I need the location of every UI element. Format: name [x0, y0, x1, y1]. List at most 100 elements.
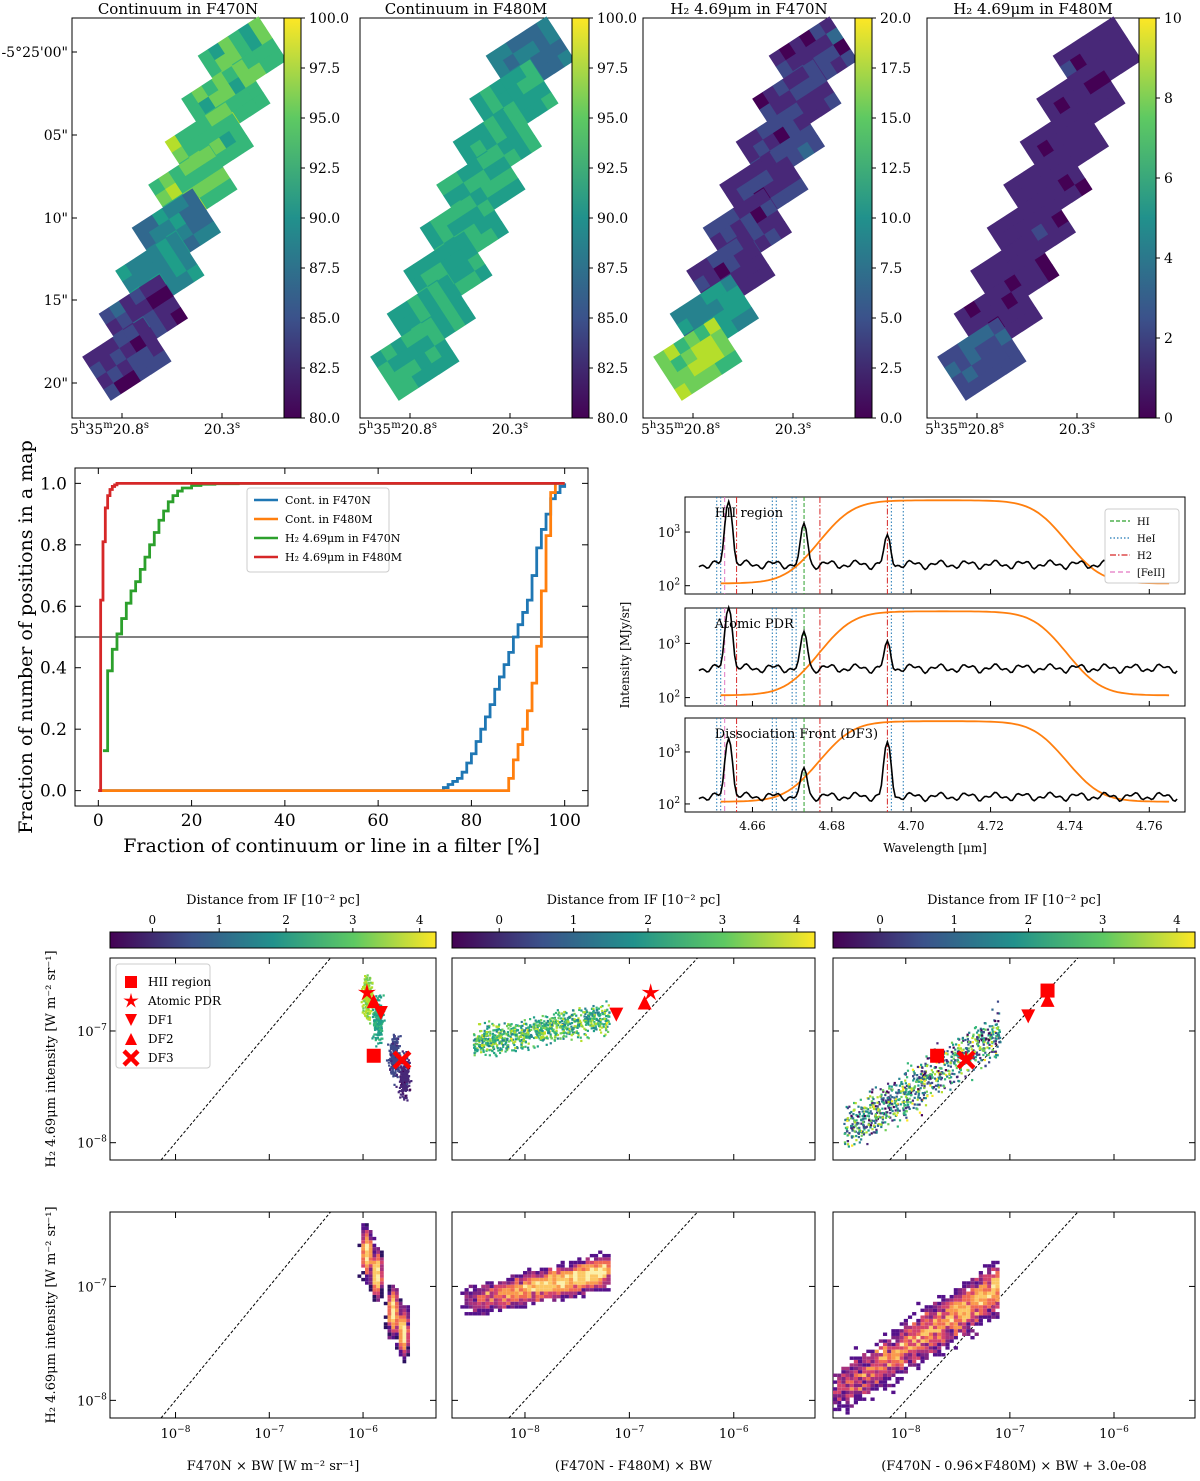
hist-cell	[891, 1366, 896, 1371]
hist-cell	[949, 1298, 954, 1302]
scatter-point	[586, 1020, 590, 1023]
hist-cell	[606, 1277, 611, 1282]
hist-cell	[912, 1322, 917, 1326]
x-tick-label: 4.76	[1136, 819, 1163, 833]
scatter-point	[368, 1009, 371, 1012]
hist-cell	[882, 1342, 888, 1347]
scatter-point	[937, 1083, 940, 1086]
scatter-point	[902, 1091, 905, 1094]
hist-cell	[477, 1294, 482, 1299]
one-to-one-line	[508, 957, 698, 1161]
hist-cell	[376, 1267, 381, 1272]
map-cell	[760, 199, 778, 218]
scatter-point	[948, 1046, 951, 1049]
scatter-point	[399, 1093, 402, 1096]
scatter-point	[539, 1037, 543, 1040]
hist-cell	[941, 1322, 946, 1326]
hist-cell	[857, 1363, 863, 1367]
y-tick-label: 0.2	[40, 720, 67, 740]
scatter-point	[853, 1119, 856, 1122]
scatter-point	[371, 1008, 375, 1011]
scatter-point	[869, 1104, 872, 1107]
hist-cell	[982, 1294, 988, 1299]
hist-cell	[527, 1267, 532, 1272]
scatter-point	[866, 1110, 869, 1113]
hist-cell	[380, 1260, 384, 1265]
hist-cell	[928, 1332, 933, 1336]
ra-tick-label: 20.3s	[204, 420, 240, 438]
colorbar-label: Distance from IF [10⁻² pc]	[547, 893, 721, 908]
scatter-point	[391, 1053, 394, 1057]
scatter-point	[884, 1093, 887, 1097]
hist-cell	[489, 1291, 494, 1295]
scatter-point	[601, 1011, 604, 1014]
hist-cell	[962, 1329, 967, 1333]
scatter-point	[990, 1035, 993, 1038]
hist-cell	[391, 1298, 396, 1302]
scatter-point	[496, 1038, 499, 1042]
scatter-point	[520, 1043, 523, 1046]
hist-cell	[949, 1335, 954, 1340]
scatter-point	[387, 1058, 391, 1062]
hist-cell	[970, 1312, 975, 1316]
scatter-points	[843, 1000, 1002, 1148]
hist-cell	[945, 1315, 950, 1319]
hist-cell	[539, 1271, 544, 1275]
hist-cell	[907, 1332, 913, 1336]
scatter-point	[363, 1000, 366, 1003]
scatter-point	[553, 1017, 556, 1020]
x-tick-label: 80	[461, 811, 483, 831]
scatter-point	[978, 1047, 981, 1050]
scatter-point	[516, 1047, 519, 1050]
hist-cell	[962, 1281, 967, 1285]
scatter-point	[896, 1092, 899, 1095]
scatter-point	[369, 981, 372, 984]
scatter-point	[408, 1081, 411, 1084]
hist-cell	[899, 1346, 904, 1350]
scatter-point	[929, 1091, 933, 1095]
hist-cell	[987, 1301, 992, 1306]
hist-cell	[514, 1291, 519, 1295]
scatter-point	[498, 1042, 501, 1045]
hist-cell	[573, 1264, 578, 1268]
scatter-point	[991, 1028, 994, 1031]
scatter-point	[923, 1096, 926, 1100]
scatter-point	[916, 1065, 920, 1069]
hist-cell	[485, 1284, 490, 1289]
scatter-point	[871, 1102, 874, 1105]
hist-cell	[372, 1243, 377, 1248]
hist-cell	[602, 1260, 607, 1265]
scatter-point	[882, 1097, 885, 1100]
x-axis-label: Wavelength [μm]	[883, 841, 987, 855]
hist-cell	[398, 1329, 403, 1333]
hist-cell	[398, 1332, 403, 1336]
scatter-point	[496, 1046, 499, 1050]
hist-cell	[941, 1353, 946, 1357]
scatter-point	[494, 1039, 497, 1043]
scatter-point	[539, 1028, 542, 1032]
hist-cell	[598, 1281, 603, 1285]
scatter-point	[490, 1042, 493, 1045]
hist-cell	[539, 1294, 544, 1299]
scatter-point	[918, 1103, 921, 1106]
hist-cell	[543, 1291, 549, 1295]
scatter-point	[369, 1022, 372, 1025]
scatter-point	[927, 1081, 930, 1084]
hist-cell	[949, 1312, 954, 1316]
scatter-point	[376, 1014, 379, 1017]
scatter-point	[962, 1052, 965, 1055]
scatter-point	[866, 1108, 870, 1111]
map-cell	[1093, 70, 1112, 89]
hist-cell	[398, 1349, 403, 1354]
hist-cell	[493, 1294, 498, 1299]
scatter-point	[995, 1037, 998, 1041]
scatter-point	[561, 1028, 564, 1031]
scatter-point	[963, 1052, 967, 1055]
scatter-point	[857, 1131, 861, 1134]
hist-cell	[991, 1267, 996, 1272]
scatter-point	[594, 1011, 597, 1014]
legend-entry: [FeII]	[1137, 568, 1165, 579]
hist-cell	[568, 1281, 574, 1285]
hist-cell	[899, 1370, 904, 1374]
hist-cell	[841, 1394, 846, 1398]
